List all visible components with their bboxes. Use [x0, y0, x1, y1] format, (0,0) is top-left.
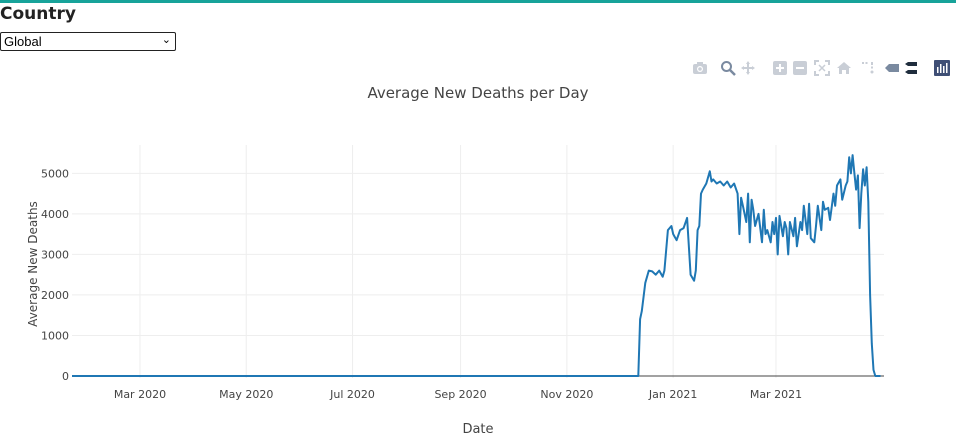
- chevron-down-icon: ⌄: [161, 34, 171, 46]
- x-tick-labels: Mar 2020 May 2020 Jul 2020 Sep 2020 Nov 2020…: [114, 388, 802, 401]
- chart-title: Average New Deaths per Day: [367, 84, 588, 102]
- country-heading: Country: [0, 4, 76, 24]
- hover-compare-icon[interactable]: [902, 60, 918, 76]
- y-tick-label: 3000: [41, 248, 69, 261]
- x-tick-label: Jul 2020: [329, 388, 375, 401]
- x-tick-label: May 2020: [219, 388, 273, 401]
- gridlines: [72, 145, 884, 378]
- y-axis-label: Average New Deaths: [26, 201, 40, 327]
- spike-lines-icon[interactable]: [860, 60, 876, 76]
- y-tick-label: 0: [62, 370, 69, 383]
- x-tick-label: Sep 2020: [434, 388, 486, 401]
- hover-closest-icon[interactable]: [884, 60, 900, 76]
- country-select[interactable]: Global ⌄: [0, 32, 176, 51]
- plotly-logo-icon[interactable]: [934, 60, 950, 76]
- camera-icon[interactable]: [692, 60, 708, 76]
- y-tick-label: 2000: [41, 289, 69, 302]
- country-select-value: Global: [4, 34, 42, 49]
- x-tick-label: Mar 2020: [114, 388, 166, 401]
- y-tick-label: 5000: [41, 167, 69, 180]
- series-line: [72, 154, 881, 377]
- y-tick-label: 4000: [41, 208, 69, 221]
- y-tick-labels: 0 1000 2000 3000 4000 5000: [41, 167, 69, 383]
- autoscale-icon[interactable]: [814, 60, 830, 76]
- zoom-in-icon[interactable]: [772, 60, 788, 76]
- pan-icon[interactable]: [740, 60, 756, 76]
- top-accent-bar: [0, 0, 956, 3]
- zoom-out-icon[interactable]: [792, 60, 808, 76]
- zoom-icon[interactable]: [720, 60, 736, 76]
- reset-axes-icon[interactable]: [836, 60, 852, 76]
- x-tick-label: Nov 2020: [540, 388, 593, 401]
- x-tick-label: Jan 2021: [648, 388, 697, 401]
- x-axis-label: Date: [462, 422, 493, 437]
- x-tick-label: Mar 2021: [750, 388, 802, 401]
- y-tick-label: 1000: [41, 329, 69, 342]
